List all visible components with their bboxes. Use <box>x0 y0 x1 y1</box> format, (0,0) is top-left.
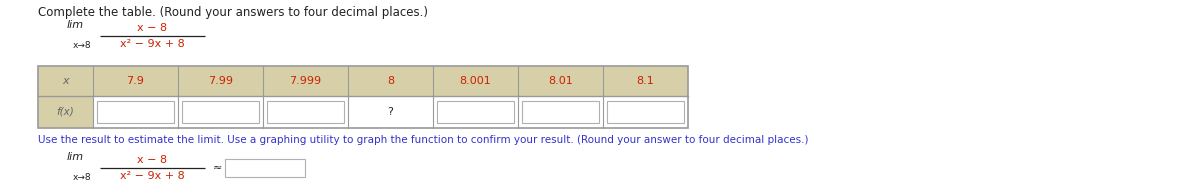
Bar <box>38 66 688 128</box>
Bar <box>182 101 259 123</box>
Text: x − 8: x − 8 <box>138 23 168 33</box>
Bar <box>94 96 688 128</box>
Text: x→8: x→8 <box>73 41 91 50</box>
Text: 8: 8 <box>386 76 394 86</box>
Text: 7.9: 7.9 <box>126 76 144 86</box>
Text: x→8: x→8 <box>73 173 91 182</box>
Text: x − 8: x − 8 <box>138 155 168 165</box>
Bar <box>266 101 344 123</box>
Text: f(x): f(x) <box>56 107 74 117</box>
Text: Use the result to estimate the limit. Use a graphing utility to graph the functi: Use the result to estimate the limit. Us… <box>38 135 809 145</box>
Bar <box>522 101 599 123</box>
Bar <box>607 101 684 123</box>
Text: x: x <box>62 76 68 86</box>
Text: lim: lim <box>66 20 84 30</box>
Text: Complete the table. (Round your answers to four decimal places.): Complete the table. (Round your answers … <box>38 6 428 19</box>
Text: 8.001: 8.001 <box>460 76 491 86</box>
Text: 7.999: 7.999 <box>289 76 322 86</box>
Bar <box>38 96 94 128</box>
Text: lim: lim <box>66 152 84 162</box>
Text: x² − 9x + 8: x² − 9x + 8 <box>120 171 185 181</box>
Bar <box>97 101 174 123</box>
Text: x² − 9x + 8: x² − 9x + 8 <box>120 39 185 49</box>
Bar <box>38 66 688 96</box>
Text: 8.01: 8.01 <box>548 76 572 86</box>
Bar <box>437 101 514 123</box>
Text: ?: ? <box>388 107 394 117</box>
Text: ≈: ≈ <box>214 163 222 173</box>
Bar <box>226 159 305 177</box>
Text: 7.99: 7.99 <box>208 76 233 86</box>
Text: 8.1: 8.1 <box>637 76 654 86</box>
